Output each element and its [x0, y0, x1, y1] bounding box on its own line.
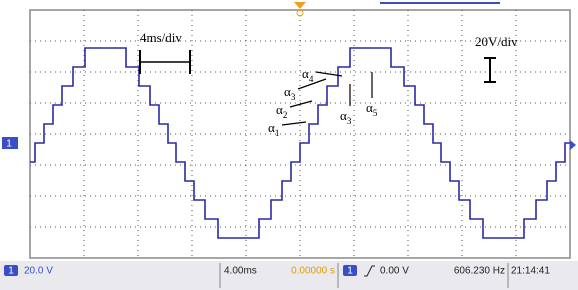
- status-bar: 1 20.0 V 4.00ms 0.00000 s 1 0.00 V 606.2…: [0, 261, 578, 290]
- trigger-channel: 1: [347, 266, 353, 277]
- trigger-offset: 0.00000 s: [291, 266, 335, 277]
- time-scale: 4ms/div: [140, 30, 182, 45]
- time-per-div: 4.00ms: [224, 266, 257, 277]
- volts-per-div: 20.0 V: [24, 266, 53, 277]
- clock: 21:14:41: [511, 266, 550, 277]
- channel: 1: [8, 266, 14, 277]
- scope-screen: 1 4ms/div 20V/div α1 α2 α3 α4 α3 α5 1 20…: [0, 0, 578, 290]
- voltage-scale: 20V/div: [475, 34, 518, 49]
- left-marker: 1: [6, 139, 12, 150]
- trigger-level: 0.00 V: [380, 266, 409, 277]
- frequency: 606.230 Hz: [454, 266, 505, 277]
